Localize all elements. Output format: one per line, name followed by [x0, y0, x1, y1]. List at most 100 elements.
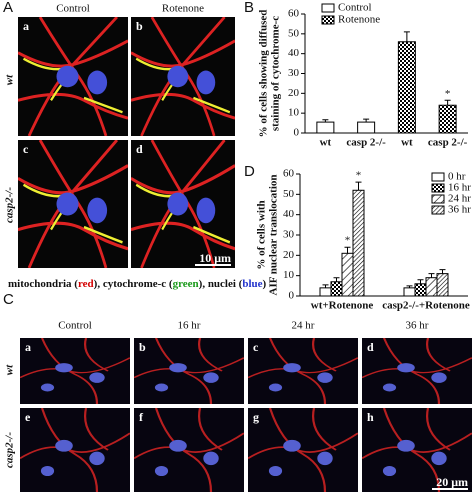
- micrograph: [248, 408, 358, 492]
- image-label: g: [253, 410, 259, 424]
- caption-part: green: [173, 278, 199, 290]
- caption-part: blue: [242, 278, 262, 290]
- y-axis-title: % of cells with: [256, 200, 268, 269]
- bar: [403, 287, 416, 297]
- y-tick-label: 0: [289, 290, 295, 302]
- error-bar: [444, 99, 451, 106]
- panel-label: B: [244, 0, 254, 16]
- y-tick-label: 50: [288, 27, 300, 39]
- caption-part: ), cytochrome-c (: [94, 278, 173, 290]
- image-label: a: [23, 19, 29, 33]
- micrograph: [18, 17, 128, 136]
- row-label: wt: [4, 364, 16, 375]
- legend-swatch: [431, 205, 445, 215]
- error-bar: [363, 118, 370, 123]
- column-header: Rotenone: [162, 3, 204, 15]
- caption: mitochondria (red), cytochrome-c (green)…: [8, 278, 267, 290]
- image-label: a: [25, 340, 31, 354]
- y-tick-label: 40: [288, 47, 300, 59]
- error-bar: [333, 277, 340, 282]
- panel-label: A: [3, 0, 13, 16]
- image-label: e: [25, 410, 31, 424]
- micrograph: [131, 140, 235, 268]
- image-label: d: [367, 340, 374, 354]
- legend-swatch: [321, 15, 335, 25]
- image-label: b: [136, 19, 143, 33]
- image-label: f: [139, 410, 144, 424]
- y-tick-label: 20: [283, 249, 295, 261]
- legend-swatch: [321, 3, 335, 13]
- legend-label: 0 hr: [448, 171, 466, 183]
- micrograph: [248, 338, 358, 404]
- bar: [357, 121, 376, 134]
- micrograph: [362, 338, 472, 404]
- legend-label: 24 hr: [448, 193, 471, 205]
- x-tick-label: casp 2-/-: [428, 137, 468, 149]
- image-label: c: [23, 142, 29, 156]
- row-label: casp2-/-: [4, 432, 16, 468]
- legend-label: 36 hr: [448, 204, 471, 216]
- column-header: 36 hr: [406, 320, 429, 332]
- x-tick-label: wt: [401, 137, 413, 149]
- legend-label: 16 hr: [448, 182, 471, 194]
- bar: [341, 252, 354, 297]
- error-bar: [344, 246, 351, 254]
- error-bar: [403, 31, 410, 42]
- scale-label: 10 μm: [199, 251, 231, 265]
- y-axis-title: AIF nuclear translocation: [268, 175, 280, 296]
- y-tick-label: 60: [288, 8, 300, 20]
- legend-swatch: [431, 172, 445, 182]
- y-axis-title: staining of cytochrome-c: [270, 16, 282, 131]
- y-tick-label: 0: [294, 127, 300, 139]
- y-tick-label: 50: [283, 188, 295, 200]
- error-bar: [428, 273, 435, 278]
- caption-part: ): [263, 278, 267, 290]
- y-tick-label: 30: [283, 229, 295, 241]
- bar: [319, 287, 332, 297]
- y-tick-label: 30: [288, 67, 300, 79]
- row-label: wt: [4, 74, 16, 85]
- caption-part: red: [78, 278, 94, 290]
- error-bar: [322, 119, 329, 123]
- column-header: 16 hr: [178, 320, 201, 332]
- column-header: Control: [56, 3, 90, 15]
- significance: *: [445, 88, 451, 100]
- bar: [330, 281, 343, 297]
- error-bar: [322, 284, 329, 288]
- bar: [425, 277, 438, 297]
- panel-label: D: [244, 163, 255, 180]
- micrograph: [18, 140, 128, 268]
- micrograph: [20, 408, 130, 492]
- y-tick-label: 20: [288, 87, 300, 99]
- bar: [352, 189, 365, 297]
- y-tick-label: 60: [283, 168, 295, 180]
- error-bar: [439, 269, 446, 274]
- bar: [414, 283, 427, 297]
- legend-label: Control: [338, 2, 372, 14]
- bar: [436, 273, 449, 297]
- micrograph: [20, 338, 130, 404]
- caption-part: mitochondria (: [8, 278, 78, 290]
- error-bar: [406, 285, 413, 288]
- column-header: 24 hr: [292, 320, 315, 332]
- error-bar: [417, 279, 424, 284]
- y-tick-label: 40: [283, 208, 295, 220]
- scale-label: 20 μm: [436, 475, 468, 489]
- error-bar: [355, 181, 362, 191]
- caption-part: ), nuclei (: [199, 278, 243, 290]
- micrograph: [131, 17, 235, 136]
- legend-swatch: [431, 194, 445, 204]
- image-label: h: [367, 410, 374, 424]
- bar: [397, 41, 416, 134]
- legend-swatch: [431, 183, 445, 193]
- image-label: c: [253, 340, 259, 354]
- x-tick-label: casp 2-/-: [346, 137, 386, 149]
- y-tick-label: 10: [283, 269, 295, 281]
- y-tick-label: 10: [288, 107, 300, 119]
- x-tick-label: wt+Rotenone: [311, 300, 374, 312]
- significance: *: [345, 235, 351, 247]
- x-tick-label: casp2-/-+Rotenone: [382, 300, 470, 312]
- legend-label: Rotenone: [338, 14, 380, 26]
- x-tick-label: wt: [320, 137, 332, 149]
